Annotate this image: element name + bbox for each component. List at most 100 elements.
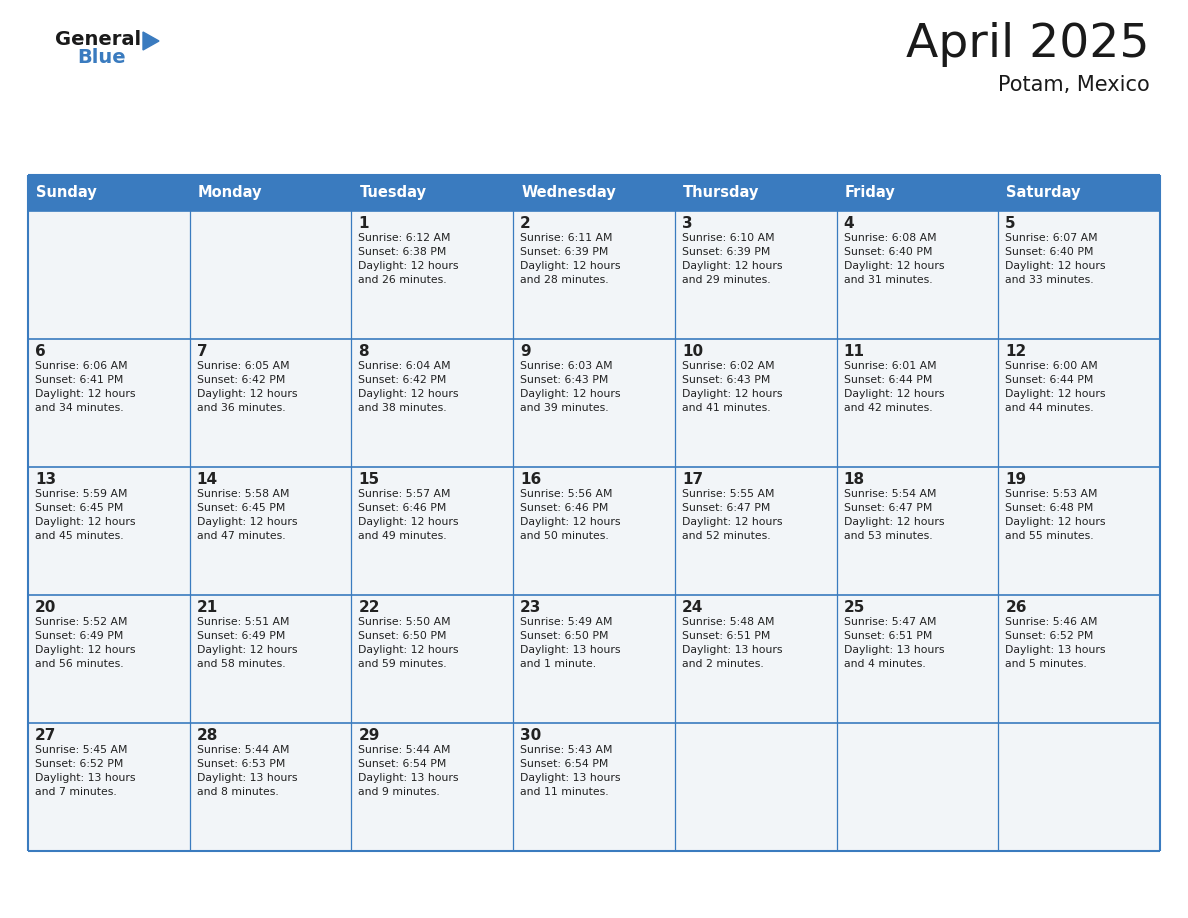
Text: 26: 26 (1005, 600, 1026, 615)
Text: Sunrise: 6:03 AM
Sunset: 6:43 PM
Daylight: 12 hours
and 39 minutes.: Sunrise: 6:03 AM Sunset: 6:43 PM Dayligh… (520, 361, 620, 413)
Text: 11: 11 (843, 344, 865, 359)
Bar (675, 175, 836, 211)
Text: Tuesday: Tuesday (360, 185, 426, 200)
Bar (29, 211, 190, 339)
Text: 23: 23 (520, 600, 542, 615)
Text: Sunrise: 6:05 AM
Sunset: 6:42 PM
Daylight: 12 hours
and 36 minutes.: Sunrise: 6:05 AM Sunset: 6:42 PM Dayligh… (197, 361, 297, 413)
Bar (675, 339, 836, 467)
Text: 28: 28 (197, 728, 219, 743)
Bar (352, 595, 513, 723)
Bar (998, 595, 1159, 723)
Text: Sunrise: 6:01 AM
Sunset: 6:44 PM
Daylight: 12 hours
and 42 minutes.: Sunrise: 6:01 AM Sunset: 6:44 PM Dayligh… (843, 361, 944, 413)
Text: 30: 30 (520, 728, 542, 743)
Text: Sunrise: 5:49 AM
Sunset: 6:50 PM
Daylight: 13 hours
and 1 minute.: Sunrise: 5:49 AM Sunset: 6:50 PM Dayligh… (520, 617, 620, 669)
Text: Sunrise: 5:54 AM
Sunset: 6:47 PM
Daylight: 12 hours
and 53 minutes.: Sunrise: 5:54 AM Sunset: 6:47 PM Dayligh… (843, 489, 944, 541)
Text: 9: 9 (520, 344, 531, 359)
Bar (29, 595, 190, 723)
Text: Sunrise: 6:00 AM
Sunset: 6:44 PM
Daylight: 12 hours
and 44 minutes.: Sunrise: 6:00 AM Sunset: 6:44 PM Dayligh… (1005, 361, 1106, 413)
Bar (29, 723, 190, 851)
Text: Sunrise: 6:12 AM
Sunset: 6:38 PM
Daylight: 12 hours
and 26 minutes.: Sunrise: 6:12 AM Sunset: 6:38 PM Dayligh… (359, 233, 459, 285)
Text: Sunrise: 5:43 AM
Sunset: 6:54 PM
Daylight: 13 hours
and 11 minutes.: Sunrise: 5:43 AM Sunset: 6:54 PM Dayligh… (520, 745, 620, 797)
Bar (29, 339, 190, 467)
Bar (675, 595, 836, 723)
Text: Sunrise: 6:07 AM
Sunset: 6:40 PM
Daylight: 12 hours
and 33 minutes.: Sunrise: 6:07 AM Sunset: 6:40 PM Dayligh… (1005, 233, 1106, 285)
Bar (513, 723, 675, 851)
Bar (352, 339, 513, 467)
Text: 14: 14 (197, 472, 217, 487)
Text: Sunrise: 5:46 AM
Sunset: 6:52 PM
Daylight: 13 hours
and 5 minutes.: Sunrise: 5:46 AM Sunset: 6:52 PM Dayligh… (1005, 617, 1106, 669)
Bar (190, 211, 352, 339)
Bar (836, 595, 998, 723)
Bar (513, 211, 675, 339)
Bar (998, 339, 1159, 467)
Text: 27: 27 (34, 728, 56, 743)
Text: 10: 10 (682, 344, 703, 359)
Text: Sunrise: 6:11 AM
Sunset: 6:39 PM
Daylight: 12 hours
and 28 minutes.: Sunrise: 6:11 AM Sunset: 6:39 PM Dayligh… (520, 233, 620, 285)
Text: Sunrise: 5:48 AM
Sunset: 6:51 PM
Daylight: 13 hours
and 2 minutes.: Sunrise: 5:48 AM Sunset: 6:51 PM Dayligh… (682, 617, 783, 669)
Bar (352, 175, 513, 211)
Text: April 2025: April 2025 (906, 22, 1150, 67)
Bar (190, 339, 352, 467)
Text: Sunrise: 6:06 AM
Sunset: 6:41 PM
Daylight: 12 hours
and 34 minutes.: Sunrise: 6:06 AM Sunset: 6:41 PM Dayligh… (34, 361, 135, 413)
Text: Sunrise: 5:55 AM
Sunset: 6:47 PM
Daylight: 12 hours
and 52 minutes.: Sunrise: 5:55 AM Sunset: 6:47 PM Dayligh… (682, 489, 783, 541)
Text: 18: 18 (843, 472, 865, 487)
Text: Sunrise: 6:08 AM
Sunset: 6:40 PM
Daylight: 12 hours
and 31 minutes.: Sunrise: 6:08 AM Sunset: 6:40 PM Dayligh… (843, 233, 944, 285)
Text: Sunrise: 5:51 AM
Sunset: 6:49 PM
Daylight: 12 hours
and 58 minutes.: Sunrise: 5:51 AM Sunset: 6:49 PM Dayligh… (197, 617, 297, 669)
Bar (836, 175, 998, 211)
Text: 21: 21 (197, 600, 217, 615)
Bar (998, 723, 1159, 851)
Text: 8: 8 (359, 344, 369, 359)
Bar (998, 467, 1159, 595)
Text: Monday: Monday (197, 185, 263, 200)
Text: 6: 6 (34, 344, 46, 359)
Text: Sunrise: 5:50 AM
Sunset: 6:50 PM
Daylight: 12 hours
and 59 minutes.: Sunrise: 5:50 AM Sunset: 6:50 PM Dayligh… (359, 617, 459, 669)
Bar (513, 175, 675, 211)
Text: Sunrise: 6:04 AM
Sunset: 6:42 PM
Daylight: 12 hours
and 38 minutes.: Sunrise: 6:04 AM Sunset: 6:42 PM Dayligh… (359, 361, 459, 413)
Text: Sunrise: 5:44 AM
Sunset: 6:53 PM
Daylight: 13 hours
and 8 minutes.: Sunrise: 5:44 AM Sunset: 6:53 PM Dayligh… (197, 745, 297, 797)
Text: 1: 1 (359, 216, 369, 231)
Bar (352, 211, 513, 339)
Bar (190, 175, 352, 211)
Text: 25: 25 (843, 600, 865, 615)
Text: Blue: Blue (77, 48, 126, 67)
Text: 29: 29 (359, 728, 380, 743)
Text: Sunrise: 5:58 AM
Sunset: 6:45 PM
Daylight: 12 hours
and 47 minutes.: Sunrise: 5:58 AM Sunset: 6:45 PM Dayligh… (197, 489, 297, 541)
Text: 3: 3 (682, 216, 693, 231)
Bar (675, 211, 836, 339)
Text: 7: 7 (197, 344, 208, 359)
Bar (190, 723, 352, 851)
Text: 20: 20 (34, 600, 56, 615)
Text: Saturday: Saturday (1006, 185, 1081, 200)
Bar (190, 595, 352, 723)
Bar (998, 211, 1159, 339)
Text: 15: 15 (359, 472, 379, 487)
Text: General: General (55, 30, 141, 49)
Text: Wednesday: Wednesday (522, 185, 615, 200)
Bar (352, 467, 513, 595)
Text: 16: 16 (520, 472, 542, 487)
Polygon shape (143, 32, 159, 50)
Bar (836, 467, 998, 595)
Text: 5: 5 (1005, 216, 1016, 231)
Text: 4: 4 (843, 216, 854, 231)
Text: Potam, Mexico: Potam, Mexico (998, 75, 1150, 95)
Text: Sunrise: 5:44 AM
Sunset: 6:54 PM
Daylight: 13 hours
and 9 minutes.: Sunrise: 5:44 AM Sunset: 6:54 PM Dayligh… (359, 745, 459, 797)
Bar (675, 723, 836, 851)
Bar (998, 175, 1159, 211)
Text: Sunday: Sunday (36, 185, 96, 200)
Text: Thursday: Thursday (683, 185, 759, 200)
Text: Sunrise: 5:47 AM
Sunset: 6:51 PM
Daylight: 13 hours
and 4 minutes.: Sunrise: 5:47 AM Sunset: 6:51 PM Dayligh… (843, 617, 944, 669)
Bar (675, 467, 836, 595)
Text: 13: 13 (34, 472, 56, 487)
Text: Sunrise: 5:56 AM
Sunset: 6:46 PM
Daylight: 12 hours
and 50 minutes.: Sunrise: 5:56 AM Sunset: 6:46 PM Dayligh… (520, 489, 620, 541)
Bar (190, 467, 352, 595)
Text: 12: 12 (1005, 344, 1026, 359)
Bar (29, 467, 190, 595)
Text: 19: 19 (1005, 472, 1026, 487)
Bar (29, 175, 190, 211)
Bar (836, 723, 998, 851)
Text: 22: 22 (359, 600, 380, 615)
Text: Sunrise: 6:02 AM
Sunset: 6:43 PM
Daylight: 12 hours
and 41 minutes.: Sunrise: 6:02 AM Sunset: 6:43 PM Dayligh… (682, 361, 783, 413)
Text: Sunrise: 5:45 AM
Sunset: 6:52 PM
Daylight: 13 hours
and 7 minutes.: Sunrise: 5:45 AM Sunset: 6:52 PM Dayligh… (34, 745, 135, 797)
Text: Sunrise: 5:52 AM
Sunset: 6:49 PM
Daylight: 12 hours
and 56 minutes.: Sunrise: 5:52 AM Sunset: 6:49 PM Dayligh… (34, 617, 135, 669)
